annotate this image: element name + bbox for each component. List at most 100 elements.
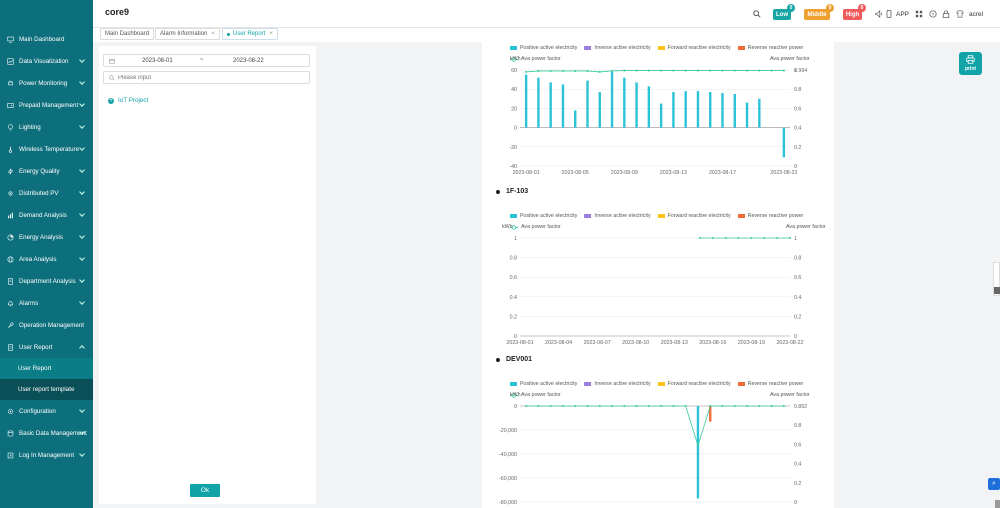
tree-node-label[interactable]: IoT Project	[118, 97, 149, 104]
grid-icon[interactable]	[915, 10, 923, 18]
app-label[interactable]: APP	[896, 11, 910, 18]
sidebar-item-alarms[interactable]: Alarms	[0, 292, 93, 314]
y-tick-label: 20	[511, 106, 517, 112]
pf-point	[623, 405, 626, 407]
legend-item[interactable]: Inverse active electricity	[584, 381, 651, 387]
legend-item[interactable]: Inverse active electricity	[584, 45, 651, 51]
sidebar-item-user-report[interactable]: User Report	[0, 336, 93, 358]
pf-point	[598, 405, 601, 407]
chevron-down-icon	[79, 189, 85, 195]
user-icon[interactable]	[956, 10, 964, 18]
sidebar-item-label: Data Visualization	[19, 57, 69, 65]
close-icon[interactable]: ×	[211, 31, 215, 37]
legend-item[interactable]: Forward reactive electricity	[657, 381, 731, 387]
alarm-high-count: 0	[858, 4, 866, 12]
search-input[interactable]	[118, 73, 298, 83]
alarm-middle-button[interactable]: Middle 0	[804, 4, 834, 20]
sidebar-item-department-analysis[interactable]: Department Analysis	[0, 270, 93, 292]
bar-positive	[623, 77, 626, 128]
legend-item[interactable]: Positive active electricity	[510, 381, 577, 387]
sidebar-item-wireless-temperature[interactable]: Wireless Temperature	[0, 138, 93, 160]
print-button[interactable]: print	[959, 52, 982, 75]
chart-3: 0 -20,000 -40,000 -60,000 -80,000 0.852 0.8 0.6…	[499, 404, 807, 506]
y-tick-label: 60	[511, 68, 517, 74]
sidebar-item-lighting[interactable]: Lighting	[0, 116, 93, 138]
tab-label: User Report	[233, 31, 266, 37]
chevron-down-icon	[79, 101, 85, 107]
tab-user-report[interactable]: User Report ×	[222, 28, 278, 40]
pf-point	[586, 405, 589, 407]
ok-button[interactable]: Ok	[190, 484, 220, 497]
search-icon[interactable]	[753, 10, 761, 18]
pf-point	[635, 69, 638, 72]
chevron-down-icon	[79, 345, 85, 351]
y-tick-label: 0	[514, 404, 517, 410]
y-tick-label: -20	[509, 145, 517, 151]
date-range-picker[interactable]: 2023-08-01 ~ 2023-08-22	[103, 54, 310, 67]
sidebar-item-label: Configuration	[19, 407, 56, 415]
sidebar-item-data-visualization[interactable]: Data Visualization	[0, 50, 93, 72]
y2-tick-label: 0	[794, 500, 797, 506]
tab-main-dashboard[interactable]: Main Dashboard	[100, 28, 155, 40]
legend-item[interactable]: Inverse active electricity	[584, 213, 651, 219]
chevron-down-icon	[79, 167, 85, 173]
calendar-icon	[109, 58, 115, 66]
pf-point	[746, 69, 749, 72]
legend-item[interactable]: Reverse reactive power	[737, 381, 803, 387]
legend-item[interactable]: Reverse reactive power	[737, 213, 803, 219]
gear-icon	[7, 408, 14, 415]
sidebar-item-area-analysis[interactable]: Area Analysis	[0, 248, 93, 270]
legend-item[interactable]: Positive active electricity	[510, 213, 577, 219]
sidebar-item-energy-analysis[interactable]: Energy Analysis	[0, 226, 93, 248]
legend-item-pf[interactable]: Ava power factor	[510, 392, 561, 398]
legend-item-pf[interactable]: Ava power factor	[510, 56, 561, 62]
pf-point	[611, 69, 614, 72]
search-widget-icon[interactable]: ⌕	[988, 478, 1000, 490]
drawer-grip-icon[interactable]	[994, 287, 1000, 294]
pf-point	[758, 69, 761, 72]
sidebar-subitem-user-report-template[interactable]: User report template	[0, 379, 93, 400]
bar-positive	[586, 80, 589, 128]
bar-positive	[745, 102, 749, 128]
legend-item-pf[interactable]: Ava power factor	[510, 224, 561, 230]
sidebar-item-configuration[interactable]: Configuration	[0, 400, 93, 422]
speaker-icon[interactable]	[875, 10, 883, 18]
sidebar-subitem-user-report[interactable]: User Report	[0, 358, 93, 379]
alarm-low-button[interactable]: Low 0	[773, 4, 795, 20]
sun-icon	[7, 190, 14, 197]
end-date[interactable]: 2023-08-22	[233, 58, 264, 64]
legend-swatch	[584, 214, 592, 218]
lock-icon[interactable]	[942, 10, 950, 18]
sidebar-item-power-monitoring[interactable]: Power Monitoring	[0, 72, 93, 94]
bar-positive	[537, 77, 540, 128]
legend-item[interactable]: Forward reactive electricity	[657, 45, 731, 51]
legend-item[interactable]: Positive active electricity	[510, 45, 577, 51]
start-date[interactable]: 2023-08-01	[142, 58, 173, 64]
tab-alarm-information[interactable]: Alarm Information ×	[155, 28, 220, 40]
x-tick-label: 2023-08-09	[611, 170, 638, 176]
sidebar-item-main-dashboard[interactable]: Main Dashboard	[0, 28, 93, 50]
sidebar-item-log-in-management[interactable]: Log In Management	[0, 444, 93, 466]
y2-axis-title: Ava power factor	[786, 224, 826, 230]
legend-item[interactable]: Reverse reactive power	[737, 45, 803, 51]
tree-node-iot-project[interactable]: + IoT Project	[108, 97, 148, 104]
sidebar-item-operation-management[interactable]: Operation Management	[0, 314, 93, 336]
y2-tick-label: 0.4	[794, 295, 801, 301]
scrollbar[interactable]	[995, 500, 1000, 508]
phone-icon[interactable]	[885, 10, 893, 18]
sidebar-item-demand-analysis[interactable]: Demand Analysis	[0, 204, 93, 226]
sidebar-item-basic-data-management[interactable]: Basic Data Management	[0, 422, 93, 444]
logo-area	[0, 0, 93, 28]
expand-icon[interactable]: +	[108, 97, 114, 104]
device-section-title: DEV001	[496, 356, 532, 363]
close-icon[interactable]: ×	[269, 31, 273, 37]
sidebar-item-distributed-pv[interactable]: Distributed PV	[0, 182, 93, 204]
sidebar-item-energy-quality[interactable]: Energy Quality	[0, 160, 93, 182]
user-name[interactable]: acrel	[969, 11, 984, 18]
alarm-high-button[interactable]: High 0	[843, 4, 866, 20]
sidebar-item-label: Alarms	[19, 299, 39, 307]
help-icon[interactable]: ?	[929, 10, 937, 18]
legend-item[interactable]: Forward reactive electricity	[657, 213, 731, 219]
sidebar-item-prepaid-management[interactable]: Prepaid Management	[0, 94, 93, 116]
